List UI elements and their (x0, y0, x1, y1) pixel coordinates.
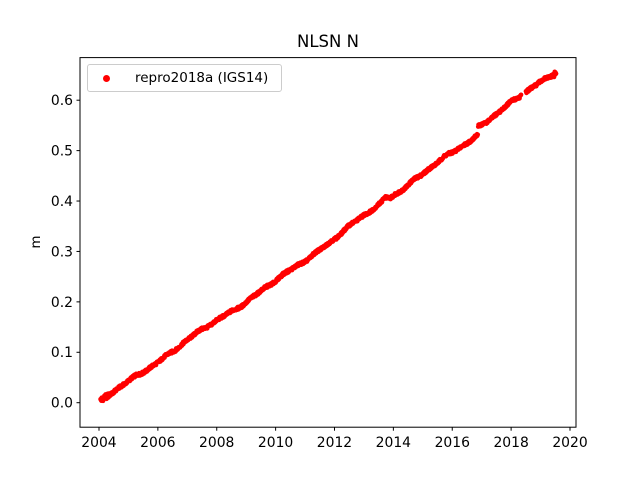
chart-title: NLSN N (297, 32, 359, 51)
y-axis-label: m (28, 235, 44, 249)
y-tick-label: 0.6 (51, 93, 73, 109)
data-points (98, 69, 559, 404)
legend-marker-icon (103, 75, 110, 82)
x-tick-label: 2006 (140, 435, 175, 451)
x-tick-label: 2020 (552, 435, 587, 451)
y-tick-label: 0.1 (51, 345, 73, 361)
legend-box: repro2018a (IGS14) (87, 64, 282, 92)
x-tick-label: 2004 (81, 435, 117, 451)
legend-label: repro2018a (IGS14) (135, 70, 269, 86)
x-tick-label: 2012 (317, 435, 352, 451)
y-tick-label: 0.2 (51, 295, 73, 311)
y-tick-label: 0.4 (51, 194, 73, 210)
x-tick-label: 2014 (376, 435, 412, 451)
y-tick-label: 0.5 (51, 144, 73, 160)
x-tick-label: 2008 (199, 435, 234, 451)
y-tick-label: 0.0 (51, 396, 73, 412)
x-tick-label: 2016 (435, 435, 470, 451)
plot-border (79, 57, 577, 428)
x-tick-label: 2010 (258, 435, 293, 451)
x-tick-label: 2018 (493, 435, 528, 451)
y-tick-label: 0.3 (51, 244, 73, 260)
